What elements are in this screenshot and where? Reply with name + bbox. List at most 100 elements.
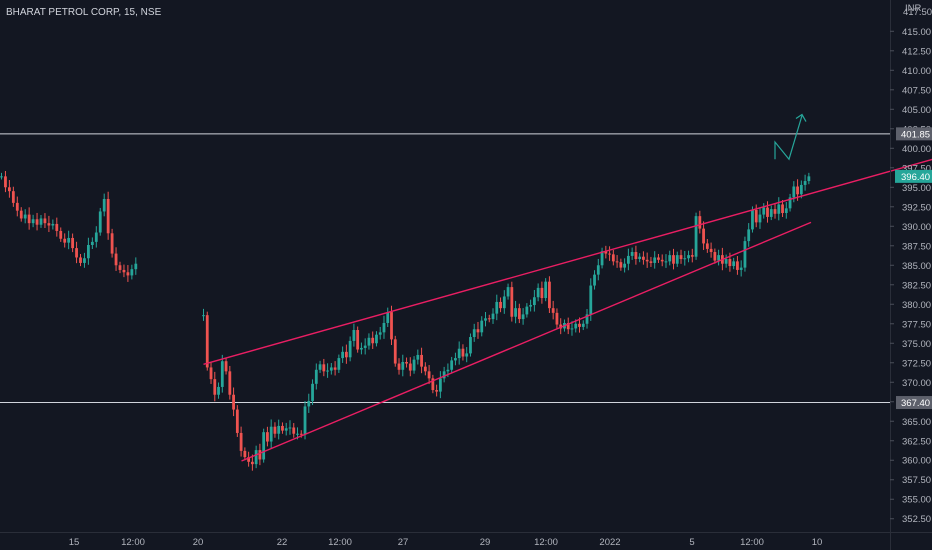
- y-tick-label: 417.50: [903, 7, 932, 18]
- candle-body: [126, 272, 130, 276]
- y-tick-label: 400.00: [902, 144, 931, 155]
- candle-body: [341, 351, 345, 359]
- candle-body: [480, 320, 484, 333]
- candle-body: [243, 450, 247, 458]
- candle-body: [788, 197, 792, 209]
- channel-lines: [203, 158, 932, 462]
- candle-body: [540, 287, 544, 299]
- candle-body: [67, 237, 71, 243]
- candle-body: [544, 281, 548, 299]
- candle-body: [642, 256, 645, 260]
- y-tick-label: 357.50: [902, 475, 931, 486]
- candle-body: [27, 214, 31, 224]
- candle-body: [626, 255, 630, 264]
- candle-body: [653, 257, 657, 263]
- candle-body: [799, 184, 803, 195]
- candle-body: [288, 427, 292, 429]
- candle-body: [457, 348, 461, 359]
- candle-body: [102, 198, 106, 212]
- hline-price-label: 401.85: [901, 129, 930, 140]
- candle-body: [87, 244, 90, 259]
- candle-body: [472, 329, 476, 338]
- candle-body: [228, 371, 232, 395]
- candle-body: [517, 308, 521, 320]
- candle-body: [668, 255, 672, 262]
- candle-body: [487, 318, 491, 320]
- x-tick-label: 12:00: [328, 537, 352, 548]
- x-tick-label: 12:00: [121, 537, 145, 548]
- candle-body: [420, 354, 423, 367]
- candle-body: [713, 252, 717, 261]
- projection-arrow: [774, 113, 807, 161]
- channel-upper-line: [203, 158, 932, 365]
- x-tick-label: 22: [277, 537, 288, 548]
- candle-body: [717, 255, 721, 261]
- candle-body: [311, 383, 314, 401]
- candle-body: [551, 308, 555, 313]
- candle-body: [262, 432, 266, 460]
- hline-price-label: 367.40: [901, 398, 930, 409]
- candle-body: [442, 371, 446, 379]
- symbol-title: BHARAT PETROL CORP, 15, NSE: [6, 7, 162, 18]
- candle-body: [773, 209, 777, 214]
- candle-body: [122, 269, 126, 273]
- candle-body: [484, 318, 487, 321]
- candle-body: [548, 281, 551, 309]
- candle-body: [506, 287, 510, 297]
- candle-body: [408, 363, 412, 371]
- candle-body: [630, 252, 634, 256]
- candle-body: [130, 269, 134, 276]
- candle-body: [205, 315, 209, 368]
- candle-body: [352, 330, 356, 341]
- candle-body: [337, 358, 341, 370]
- x-tick-label: 12:00: [534, 537, 558, 548]
- candle-body: [450, 360, 454, 370]
- candle-body: [39, 218, 43, 225]
- candle-body: [375, 334, 378, 344]
- currency-label: INR: [905, 3, 922, 14]
- candle-body: [476, 329, 480, 333]
- candle-body: [732, 261, 736, 267]
- candle-body: [781, 204, 784, 214]
- candle-body: [619, 262, 623, 268]
- channel-lower-line: [241, 221, 812, 462]
- y-tick-label: 352.50: [902, 514, 931, 525]
- candle-body: [209, 367, 213, 380]
- candle-body: [110, 233, 114, 254]
- candle-body: [202, 315, 205, 317]
- hline-price-tag: [896, 127, 932, 141]
- candle-body: [363, 345, 367, 348]
- y-tick-label: 385.00: [902, 261, 931, 272]
- y-tick-label: 382.50: [902, 280, 931, 291]
- candle-body: [578, 323, 581, 327]
- candle-body: [250, 461, 254, 465]
- candle-body: [427, 371, 431, 379]
- candle-body: [743, 241, 747, 268]
- candle-body: [581, 323, 585, 327]
- candle-body: [754, 209, 758, 223]
- candle-body: [360, 347, 363, 350]
- candle-body: [15, 202, 19, 211]
- candle-body: [318, 364, 322, 370]
- candle-body: [792, 186, 796, 198]
- candle-body: [574, 323, 578, 329]
- y-tick-label: 360.00: [902, 456, 931, 467]
- candle-body: [390, 312, 393, 340]
- y-tick-label: 387.50: [902, 241, 931, 252]
- candle-body: [514, 308, 517, 317]
- candle-body: [709, 248, 713, 253]
- candle-body: [525, 306, 529, 315]
- candle-body: [555, 312, 559, 325]
- candle-body: [491, 313, 495, 320]
- candle-body: [247, 457, 251, 462]
- candle-body: [777, 204, 781, 214]
- candle-body: [705, 243, 709, 249]
- candle-body: [683, 258, 687, 260]
- candle-body: [235, 409, 239, 433]
- y-tick-label: 412.50: [902, 46, 931, 57]
- candle-body: [0, 176, 3, 178]
- candle-body: [118, 265, 122, 270]
- candle-body: [273, 426, 277, 434]
- candle-body: [71, 237, 74, 249]
